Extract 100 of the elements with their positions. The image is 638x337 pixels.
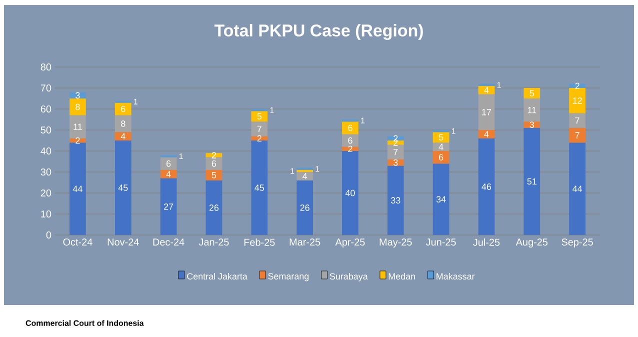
- data-label: 2: [348, 146, 352, 152]
- data-label: 51: [527, 178, 536, 185]
- bar: [160, 170, 177, 178]
- x-tick-label: May-25: [380, 238, 412, 248]
- data-label: 4: [166, 171, 171, 178]
- data-label: 45: [118, 184, 128, 191]
- data-label: 27: [164, 204, 174, 210]
- bar: [342, 151, 358, 235]
- data-label: 11: [528, 106, 536, 114]
- data-label: 44: [572, 186, 582, 192]
- bar: [432, 132, 450, 143]
- data-label: 6: [212, 160, 216, 167]
- data-label: 5: [257, 113, 262, 120]
- bar: [70, 142, 86, 235]
- data-label: 3: [393, 159, 398, 166]
- data-label: 6: [348, 124, 352, 132]
- bar: [342, 146, 358, 151]
- data-label: 17: [482, 109, 491, 116]
- bar: [114, 102, 132, 116]
- data-label: 33: [390, 197, 400, 204]
- data-label: 6: [348, 137, 352, 144]
- data-label: 4: [484, 87, 489, 94]
- data-label: 4: [484, 131, 489, 138]
- x-tick-label: Apr-25: [335, 238, 365, 248]
- chart-title: Total PKPU Case (Region): [214, 24, 423, 40]
- bar: [251, 136, 268, 140]
- data-label: 4: [438, 144, 444, 150]
- bar: [251, 111, 268, 122]
- bar: [296, 180, 313, 235]
- x-tick-label: Feb-25: [244, 238, 275, 246]
- y-tick-label: 0: [46, 231, 52, 239]
- bar: [524, 98, 540, 122]
- data-label: 3: [530, 122, 534, 128]
- y-tick-label: 20: [40, 189, 52, 197]
- bar: [569, 84, 586, 88]
- data-label: 6: [121, 106, 126, 112]
- data-label: 7: [575, 117, 580, 124]
- bar: [206, 157, 222, 170]
- data-label: 44: [72, 186, 82, 192]
- data-label: 6: [166, 160, 171, 167]
- data-label: 8: [121, 120, 126, 127]
- bar: [206, 170, 222, 180]
- legend-label: Surabaya: [330, 272, 368, 282]
- x-tick-label: Sep-25: [562, 238, 593, 248]
- bar: [524, 122, 540, 128]
- data-label: 2: [76, 137, 80, 144]
- bar: [569, 142, 586, 235]
- data-label: 34: [436, 196, 446, 202]
- data-label: 2: [257, 135, 262, 142]
- data-label: 7: [575, 132, 580, 138]
- y-tick-label: 80: [40, 63, 52, 71]
- bar: [251, 122, 268, 136]
- bar: [432, 142, 450, 151]
- y-tick-label: 40: [40, 147, 52, 155]
- bar: [342, 122, 358, 134]
- bar: [251, 140, 268, 235]
- legend-label: Central Jakarta: [187, 272, 248, 280]
- x-tick-label: Jun-25: [426, 238, 456, 246]
- data-label: 8: [76, 104, 80, 110]
- bar: [478, 130, 495, 138]
- data-label: 4: [120, 133, 126, 140]
- data-label: 45: [254, 184, 264, 191]
- bar: [160, 178, 177, 235]
- bar: [206, 180, 222, 235]
- x-tick-label: Jul-25: [473, 238, 500, 246]
- bar: [569, 128, 586, 143]
- x-tick-label: Jan-25: [198, 238, 229, 246]
- bar: [387, 144, 404, 160]
- data-label: 26: [300, 204, 310, 211]
- bar: [524, 88, 540, 98]
- data-label: 5: [212, 172, 216, 178]
- data-label: 26: [209, 204, 219, 211]
- x-tick-label: Dec-24: [153, 238, 184, 246]
- bar: [524, 128, 540, 235]
- y-tick-label: 10: [41, 210, 52, 218]
- bar: [70, 115, 86, 138]
- data-label: 5: [530, 90, 534, 96]
- x-tick-label: Mar-25: [290, 238, 320, 246]
- data-label: 7: [257, 126, 262, 132]
- bar: [569, 88, 586, 114]
- y-tick-label: 50: [40, 126, 52, 134]
- bar: [478, 138, 495, 235]
- data-label: 5: [438, 134, 444, 140]
- bar: [206, 153, 222, 158]
- bar: [70, 138, 86, 143]
- legend-label: Medan: [388, 272, 415, 280]
- data-label: 7: [394, 148, 398, 156]
- x-tick-label: Oct-24: [63, 238, 92, 246]
- data-label: 12: [573, 97, 582, 104]
- data-label: 46: [482, 184, 492, 190]
- x-tick-label: Nov-24: [108, 238, 139, 246]
- x-tick-label: Aug-25: [516, 238, 548, 248]
- bar: [114, 140, 132, 235]
- y-tick-label: 60: [40, 105, 52, 113]
- data-label: 2: [575, 82, 580, 90]
- bar: [114, 132, 132, 140]
- bar: [342, 134, 358, 147]
- legend-label: Semarang: [268, 273, 309, 282]
- bar: [387, 166, 404, 235]
- bar: [70, 98, 86, 116]
